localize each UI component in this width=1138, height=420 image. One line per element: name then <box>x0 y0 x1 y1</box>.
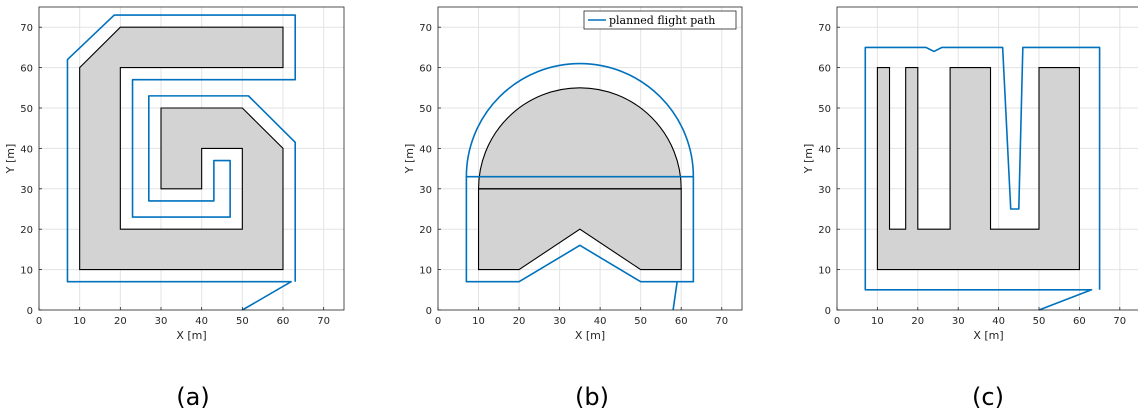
x-tick-label: 40 <box>594 316 607 327</box>
axes-box <box>437 6 743 311</box>
y-tick-label: 70 <box>419 23 432 34</box>
chart-panel-3: 0 10 20 30 40 50 60 70 0 10 20 30 40 50 60 70 X [m] Y [m]… <box>802 6 1138 411</box>
y-tick-label: 50 <box>419 104 432 115</box>
y-axis-label: Y [m] <box>403 144 416 175</box>
y-tick-label: 10 <box>818 266 831 277</box>
axes-box <box>836 6 1138 311</box>
flight-path-line <box>66 14 296 311</box>
flight-path-line <box>864 46 1101 311</box>
y-tick-label: 30 <box>419 185 432 196</box>
x-tick-label: 60 <box>675 316 688 327</box>
area-polygon <box>79 26 284 271</box>
x-tick-label: 20 <box>114 316 127 327</box>
x-tick-label: 40 <box>992 316 1005 327</box>
legend-entry-label: planned flight path <box>609 14 715 27</box>
y-axis-label: Y [m] <box>4 144 17 175</box>
panel-caption: (b) <box>575 383 609 411</box>
y-tick-label: 10 <box>20 266 33 277</box>
flight-path-arc <box>465 62 695 177</box>
y-tick-label: 0 <box>27 306 33 317</box>
chart-panel-1: 0 10 20 30 40 50 60 70 0 10 20 30 40 50 60 70 X [m] Y [m]… <box>4 6 345 411</box>
y-tick-label: 60 <box>419 64 432 75</box>
x-tick-label: 70 <box>1113 316 1126 327</box>
legend: planned flight path <box>583 10 737 30</box>
panel-caption: (c) <box>972 383 1004 411</box>
x-tick-label: 40 <box>195 316 208 327</box>
flight-path-line <box>465 175 695 311</box>
x-tick-label: 70 <box>317 316 330 327</box>
y-tick-label: 40 <box>419 144 432 155</box>
y-tick-label: 20 <box>818 225 831 236</box>
x-tick-label: 0 <box>36 316 42 327</box>
y-tick-label: 60 <box>20 64 33 75</box>
y-tick-label: 40 <box>20 144 33 155</box>
y-tick-label: 0 <box>426 306 432 317</box>
x-tick-label: 30 <box>553 316 566 327</box>
panel-caption: (a) <box>176 383 209 411</box>
axes-box <box>38 6 345 311</box>
y-tick-label: 50 <box>20 104 33 115</box>
y-tick-label: 30 <box>20 185 33 196</box>
y-tick-label: 30 <box>818 185 831 196</box>
x-tick-label: 20 <box>513 316 526 327</box>
x-tick-label: 50 <box>236 316 249 327</box>
legend-box <box>583 10 737 30</box>
y-tick-label: 70 <box>818 23 831 34</box>
x-tick-label: 60 <box>277 316 290 327</box>
area-polygon <box>477 188 682 271</box>
y-tick-label: 60 <box>818 64 831 75</box>
y-tick-label: 50 <box>818 104 831 115</box>
x-tick-label: 10 <box>472 316 485 327</box>
x-tick-label: 10 <box>871 316 884 327</box>
chart-panel-2: 0 10 20 30 40 50 60 70 0 10 20 30 40 50 60 70 X [m] Y [m]… <box>403 6 743 411</box>
x-axis-label: X [m] <box>575 329 605 342</box>
x-tick-label: 0 <box>435 316 441 327</box>
area-semicircle <box>477 87 682 190</box>
x-axis-label: X [m] <box>973 329 1003 342</box>
x-axis-label: X [m] <box>176 329 206 342</box>
x-tick-label: 50 <box>634 316 647 327</box>
y-tick-label: 70 <box>20 23 33 34</box>
area-polygon <box>876 67 1080 271</box>
x-tick-label: 0 <box>834 316 840 327</box>
x-tick-label: 30 <box>155 316 168 327</box>
y-axis-label: Y [m] <box>802 144 815 175</box>
x-tick-label: 60 <box>1073 316 1086 327</box>
x-tick-label: 20 <box>911 316 924 327</box>
y-tick-label: 40 <box>818 144 831 155</box>
x-tick-label: 50 <box>1033 316 1046 327</box>
x-tick-label: 70 <box>715 316 728 327</box>
y-tick-label: 20 <box>20 225 33 236</box>
y-tick-label: 0 <box>825 306 831 317</box>
x-tick-label: 10 <box>73 316 86 327</box>
y-tick-label: 10 <box>419 266 432 277</box>
y-tick-label: 20 <box>419 225 432 236</box>
x-tick-label: 30 <box>952 316 965 327</box>
